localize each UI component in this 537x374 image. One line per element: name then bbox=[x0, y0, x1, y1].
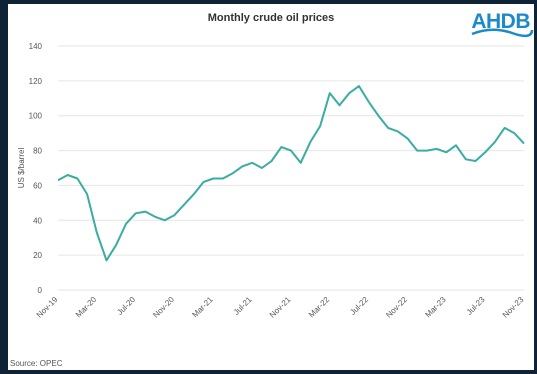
x-tick-label: Nov-19 bbox=[35, 295, 60, 320]
x-tick-label: Mar-20 bbox=[74, 295, 99, 320]
y-tick-label: 100 bbox=[29, 112, 43, 121]
y-tick-label: 0 bbox=[38, 286, 43, 295]
y-axis-label: US $/barrel bbox=[17, 148, 26, 189]
y-tick-labels: 0 20 40 60 80 100 120 140 bbox=[29, 42, 43, 295]
y-tick-label: 20 bbox=[33, 251, 42, 260]
x-tick-label: Mar-21 bbox=[190, 295, 215, 320]
source-note: Source: OPEC bbox=[10, 359, 63, 368]
series-line bbox=[57, 85, 525, 262]
x-tick-label: Jul-20 bbox=[115, 295, 137, 317]
y-tick-label: 140 bbox=[29, 42, 43, 51]
logo-wave-icon bbox=[471, 28, 534, 38]
chart-frame: Monthly crude oil prices AHDB 0 20 40 60 80 1… bbox=[8, 4, 534, 370]
x-tick-label: Mar-23 bbox=[423, 295, 448, 320]
x-tick-label: Nov-20 bbox=[151, 295, 176, 320]
x-tick-label: Jul-23 bbox=[465, 295, 487, 317]
x-tick-label: Nov-21 bbox=[268, 295, 293, 320]
x-tick-label: Nov-23 bbox=[501, 295, 526, 320]
x-tick-label: Jul-22 bbox=[348, 295, 370, 317]
x-tick-label: Jul-21 bbox=[232, 295, 254, 317]
chart-title: Monthly crude oil prices bbox=[207, 12, 335, 24]
y-tick-label: 60 bbox=[33, 181, 42, 190]
ahdb-logo: AHDB bbox=[462, 6, 534, 42]
x-tick-labels: Nov-19 Mar-20 Jul-20 Nov-20 Mar-21 Jul-21 Nov-… bbox=[35, 295, 526, 320]
logo-text: AHDB bbox=[471, 10, 530, 33]
y-tick-label: 40 bbox=[33, 216, 42, 225]
x-tick-label: Mar-22 bbox=[307, 295, 332, 320]
y-tick-label: 80 bbox=[33, 147, 42, 156]
x-tick-label: Nov-22 bbox=[384, 295, 409, 320]
grid-lines bbox=[58, 45, 524, 291]
y-tick-label: 120 bbox=[29, 77, 43, 86]
